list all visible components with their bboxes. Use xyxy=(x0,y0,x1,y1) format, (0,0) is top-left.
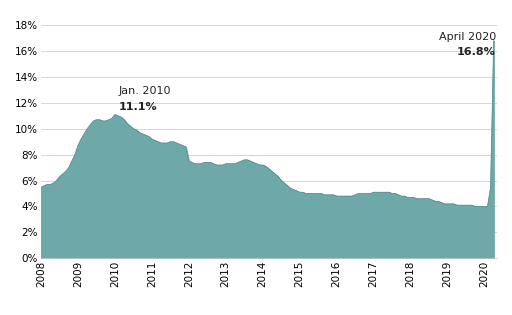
Text: Jan. 2010: Jan. 2010 xyxy=(119,86,171,96)
Text: 16.8%: 16.8% xyxy=(457,47,496,57)
Text: April 2020: April 2020 xyxy=(439,32,496,42)
Text: 11.1%: 11.1% xyxy=(119,102,157,112)
